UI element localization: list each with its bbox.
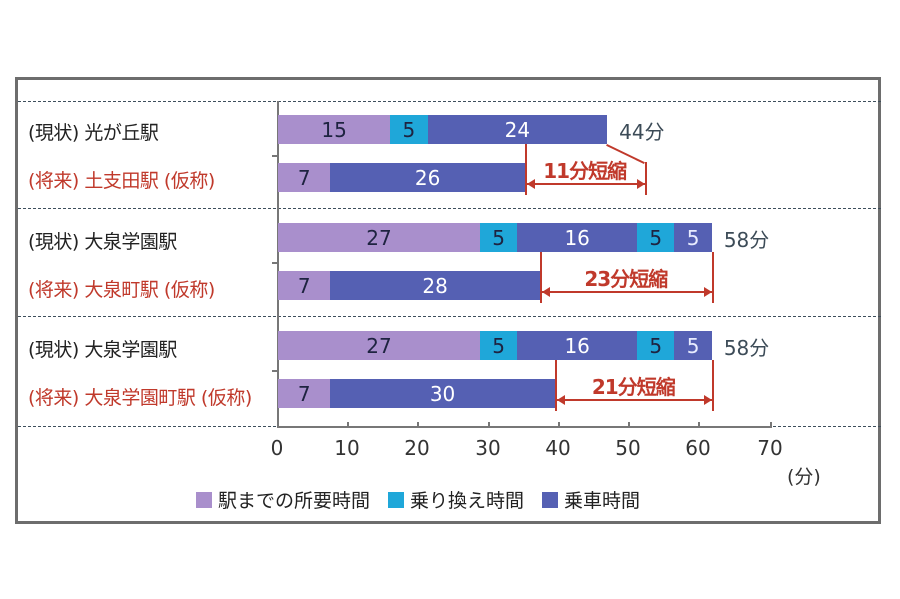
stacked-bar: 7 30 [278, 379, 555, 408]
reduction-arrow [526, 183, 645, 185]
stacked-bar: 7 28 [278, 271, 540, 300]
reduction-label: 11分短縮 [543, 159, 627, 183]
y-tick [272, 370, 277, 372]
stacked-bar: 27 5 16 5 5 [278, 331, 712, 360]
bar-segment-ride: 24 [427, 115, 608, 144]
reduction-bracket [711, 360, 714, 411]
x-tick-label: 70 [757, 436, 783, 460]
legend-label: 乗り換え時間 [410, 490, 525, 512]
total-time-label: 58分 [723, 228, 770, 252]
row-label: (将来) 大泉学園町駅 (仮称) [28, 387, 252, 409]
x-tick [628, 422, 630, 427]
bar-segment-transfer: 5 [637, 331, 675, 360]
bar-segment-transfer: 5 [479, 331, 518, 360]
legend-label: 乗車時間 [564, 490, 641, 512]
group-separator [18, 101, 881, 102]
row-label: (現状) 大泉学園駅 [28, 231, 177, 253]
total-time-label: 44分 [619, 120, 665, 144]
bar-segment-access: 7 [278, 379, 331, 408]
x-tick [347, 422, 349, 427]
reduction-bracket [711, 252, 714, 303]
arrowhead-left-icon [556, 395, 565, 405]
reduction-arrow [541, 291, 712, 293]
x-tick [417, 422, 419, 427]
bar-segment-ride: 16 [517, 331, 638, 360]
arrowhead-left-icon [526, 179, 535, 189]
legend-item-transfer: 乗り換え時間 [388, 486, 524, 513]
bar-segment-access: 15 [278, 115, 391, 144]
bar-segment-transfer: 5 [479, 223, 518, 252]
legend-item-ride: 乗車時間 [542, 486, 640, 513]
reduction-label: 21分短縮 [591, 375, 676, 399]
reduction-arrow [556, 399, 712, 401]
bar-segment-access: 27 [278, 331, 480, 360]
legend-swatch [196, 491, 212, 508]
group-separator [18, 316, 881, 317]
bar-segment-ride: 30 [330, 379, 555, 408]
x-tick-label: 50 [615, 436, 641, 460]
row-label: (現状) 大泉学園駅 [28, 339, 177, 361]
bar-segment-ride: 16 [517, 223, 638, 252]
arrowhead-right-icon [703, 287, 712, 297]
x-tick [698, 422, 700, 427]
legend-label: 駅までの所要時間 [218, 490, 371, 512]
bar-segment-ride: 5 [674, 331, 712, 360]
x-tick [558, 422, 560, 427]
x-tick-label: 60 [685, 436, 711, 460]
x-axis-unit: (分) [787, 466, 821, 488]
legend-swatch [542, 491, 559, 508]
bar-segment-access: 7 [278, 163, 331, 192]
bar-segment-transfer: 5 [637, 223, 675, 252]
x-tick [770, 422, 772, 427]
stacked-bar: 27 5 16 5 5 [278, 223, 712, 252]
x-tick-label: 0 [270, 436, 284, 460]
bar-segment-ride: 5 [674, 223, 712, 252]
x-tick-label: 10 [334, 436, 360, 460]
bar-segment-transfer: 5 [390, 115, 428, 144]
reduction-label: 23分短縮 [584, 267, 668, 291]
x-tick-label: 20 [404, 436, 430, 460]
bar-segment-access: 7 [278, 271, 331, 300]
legend-swatch [388, 491, 405, 508]
row-label: (将来) 土支田駅 (仮称) [28, 170, 215, 192]
row-label: (将来) 大泉町駅 (仮称) [28, 279, 215, 301]
y-tick [272, 262, 277, 264]
x-tick-label: 40 [545, 436, 571, 460]
group-separator [18, 208, 881, 209]
row-label: (現状) 光が丘駅 [28, 122, 159, 144]
stacked-bar: 15 5 24 [278, 115, 608, 144]
reduction-bracket [539, 252, 542, 303]
x-axis-line [277, 426, 772, 428]
total-time-label: 58分 [723, 336, 770, 360]
chart-frame [15, 77, 881, 524]
legend: 駅までの所要時間 乗り換え時間 乗車時間 [196, 486, 658, 513]
arrowhead-left-icon [541, 287, 550, 297]
reduction-bracket [554, 360, 557, 411]
x-tick [277, 422, 279, 427]
stacked-bar: 7 26 [278, 163, 525, 192]
y-axis-line [277, 101, 279, 426]
y-tick [272, 155, 277, 157]
bar-segment-ride: 28 [330, 271, 540, 300]
bar-segment-access: 27 [278, 223, 480, 252]
reduction-bracket [524, 144, 527, 195]
arrowhead-right-icon [703, 395, 712, 405]
arrowhead-right-icon [636, 179, 645, 189]
reduction-bracket [644, 162, 647, 195]
x-tick-label: 30 [475, 436, 501, 460]
bar-segment-ride: 26 [330, 163, 525, 192]
legend-item-access: 駅までの所要時間 [196, 486, 370, 513]
x-tick [488, 422, 490, 427]
